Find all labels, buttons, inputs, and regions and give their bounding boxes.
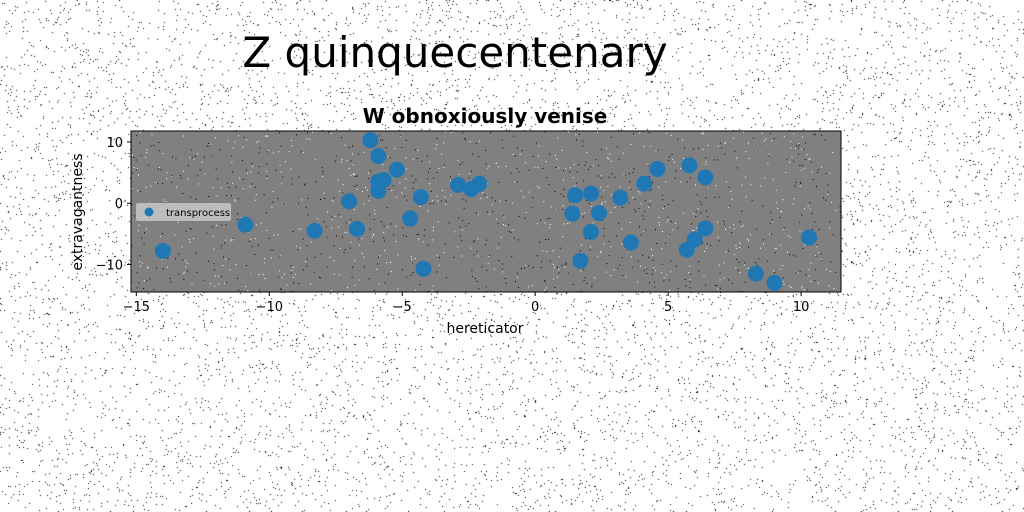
data-point	[388, 161, 405, 178]
data-point	[681, 157, 698, 174]
data-point	[636, 175, 653, 192]
data-point	[583, 185, 600, 202]
x-axis-ticks: −15 −10 −5 0 5 10	[123, 292, 810, 315]
legend: transprocess	[136, 203, 231, 221]
data-point	[375, 171, 392, 188]
data-point	[471, 175, 488, 192]
data-point	[697, 220, 714, 237]
data-point	[237, 216, 254, 233]
data-point	[686, 231, 703, 248]
y-tick-label: 10	[106, 136, 123, 151]
data-point	[564, 205, 581, 222]
x-tick-label: 10	[793, 300, 810, 315]
x-tick-label: −15	[123, 300, 150, 315]
axes-frame	[130, 130, 842, 293]
data-point	[612, 189, 629, 206]
legend-box	[136, 203, 231, 221]
axes-background	[131, 131, 841, 292]
legend-label-transprocess: transprocess	[166, 208, 230, 219]
data-point	[697, 169, 714, 186]
data-point	[450, 176, 467, 193]
x-tick-label: 0	[531, 300, 539, 315]
x-tick-label: −5	[393, 300, 412, 315]
data-point	[362, 132, 379, 149]
data-point	[402, 210, 419, 227]
data-point	[567, 187, 584, 204]
legend-marker	[144, 207, 154, 217]
data-point	[622, 234, 639, 251]
data-point	[766, 274, 783, 291]
plot-area	[130, 130, 842, 293]
data-point	[306, 222, 323, 239]
figure-title: Z quinquecentenary	[242, 28, 668, 77]
data-point	[341, 193, 358, 210]
y-axis-label: extravagantness	[70, 153, 86, 270]
data-point	[649, 160, 666, 177]
data-points	[154, 132, 818, 291]
x-tick-label: −10	[256, 300, 283, 315]
x-axis-label: hereticator	[446, 321, 523, 337]
y-tick-label: 0	[115, 197, 123, 212]
data-point	[572, 252, 589, 269]
data-point	[591, 205, 608, 222]
plot-title: W obnoxiously venise	[363, 104, 608, 128]
data-point	[370, 148, 387, 165]
data-point	[412, 189, 429, 206]
data-point	[415, 260, 432, 277]
y-axis-ticks: −10 0 10	[96, 136, 131, 273]
data-point	[583, 224, 600, 241]
data-point	[801, 229, 818, 246]
x-tick-label: 5	[664, 300, 672, 315]
data-point	[349, 220, 366, 237]
data-point	[154, 242, 171, 259]
data-point	[747, 265, 764, 282]
y-tick-label: −10	[96, 258, 123, 273]
